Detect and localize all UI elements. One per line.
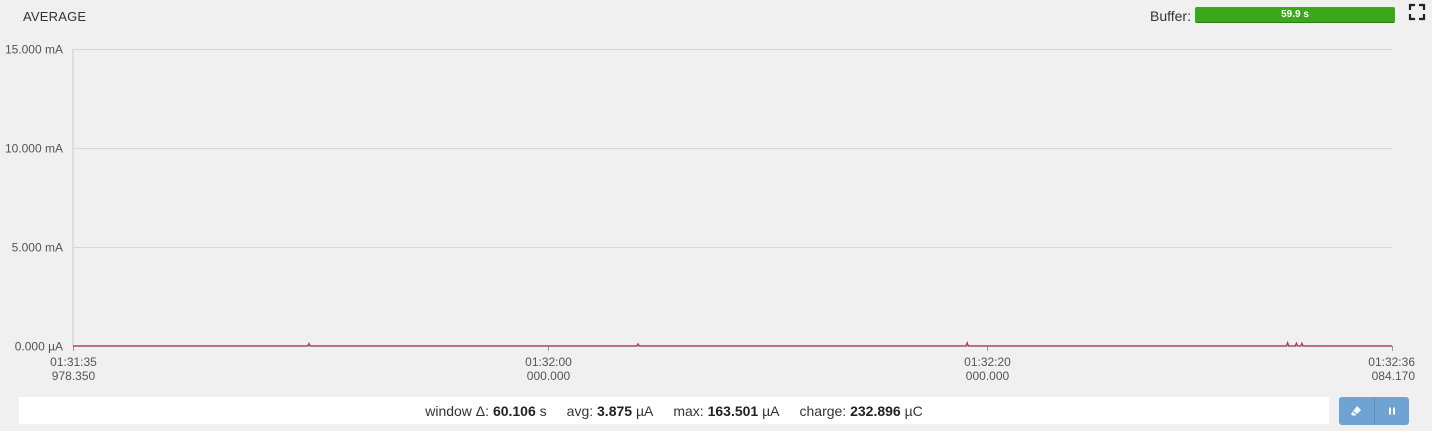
stat-window: window Δ: 60.106 s: [425, 402, 547, 419]
chart-controls: [1339, 397, 1409, 425]
x-tick-time: 01:32:20: [964, 355, 1011, 369]
stat-max: max: 163.501 µA: [673, 402, 780, 419]
buffer-progress-fill: 59.9 s: [1195, 7, 1395, 22]
chart-series: [73, 340, 1392, 347]
x-tick-ms: 000.000: [527, 369, 571, 383]
clear-button[interactable]: [1339, 397, 1374, 425]
x-tick-time: 01:31:35: [50, 355, 97, 369]
chart-title: AVERAGE: [23, 9, 87, 24]
pause-icon: [1388, 407, 1395, 415]
stat-avg: avg: 3.875 µA: [566, 402, 654, 419]
x-tick-time: 01:32:00: [525, 355, 572, 369]
stats-bar: window Δ: 60.106 s avg: 3.875 µA max: 16…: [19, 397, 1329, 424]
y-axis-ticks: 15.000 mA 10.000 mA 5.000 mA 0.000 µA: [5, 43, 63, 354]
buffer-label: Buffer:: [1150, 8, 1191, 24]
chart-grid: [72, 49, 1392, 347]
pause-button[interactable]: [1373, 397, 1409, 425]
buffer-value: 59.9 s: [1281, 9, 1309, 20]
y-tick-label: 10.000 mA: [5, 142, 63, 156]
x-tick-ms: 084.170: [1372, 369, 1416, 383]
series-line: [73, 340, 1392, 347]
y-tick-label: 5.000 mA: [12, 241, 63, 255]
y-tick-label: 0.000 µA: [15, 340, 63, 354]
buffer-progress-bar: 59.9 s: [1195, 7, 1395, 23]
fullscreen-button[interactable]: [1408, 3, 1426, 21]
y-tick-label: 15.000 mA: [5, 43, 63, 57]
x-tick-ms: 000.000: [966, 369, 1010, 383]
eraser-icon: [1351, 406, 1362, 416]
current-chart[interactable]: 15.000 mA 10.000 mA 5.000 mA 0.000 µA 01:31…: [0, 30, 1432, 390]
x-tick-time: 01:32:36: [1368, 355, 1415, 369]
x-axis-ticks: 01:31:35978.35001:32:00000.00001:32:2000…: [50, 346, 1415, 383]
stat-charge: charge: 232.896 µC: [799, 402, 923, 419]
x-tick-ms: 978.350: [52, 369, 96, 383]
fullscreen-icon: [1408, 3, 1426, 21]
